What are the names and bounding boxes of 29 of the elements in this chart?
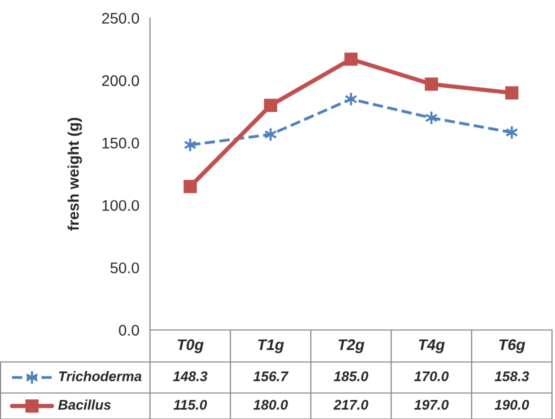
y-tick-label: 0.0 [118, 324, 139, 336]
x-tick-label: T4g [418, 339, 445, 354]
point [264, 98, 278, 112]
data-label: 158.3 [494, 371, 530, 382]
data-label: 197.0 [414, 400, 449, 410]
data-label: 115.0 [174, 400, 207, 410]
point [505, 86, 518, 100]
data-label: 156.7 [253, 371, 289, 382]
data-label: 170.0 [414, 371, 449, 382]
data-label: 217.0 [333, 400, 368, 410]
data-label: 190.0 [494, 400, 530, 410]
point [344, 52, 358, 66]
y-axis-title: fresh weight (g) [68, 118, 82, 231]
data-label: 185.0 [334, 371, 368, 382]
y-tick-label: 150.0 [102, 138, 139, 148]
point [424, 78, 438, 91]
data-label: 180.0 [253, 400, 288, 410]
point [184, 180, 197, 194]
x-tick-label: T2g [338, 339, 364, 354]
y-tick-label: 200.0 [102, 75, 139, 86]
y-tick-label: 100.0 [102, 200, 139, 211]
data-label: 148.3 [173, 371, 208, 382]
x-tick-label: T1g [258, 339, 284, 354]
x-tick-label: T0g [178, 339, 204, 354]
y-tick-label: 250.0 [102, 12, 139, 24]
x-tick-label: T6g [499, 339, 526, 354]
y-tick-label: 50.0 [110, 262, 139, 274]
legend-label: Trichoderma [58, 371, 142, 382]
legend-label: Bacillus [58, 400, 111, 410]
